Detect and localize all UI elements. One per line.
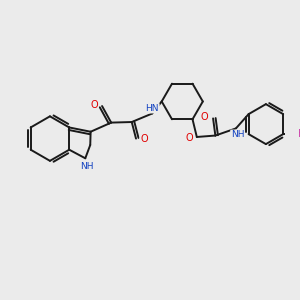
Text: NH: NH <box>231 130 244 139</box>
Text: O: O <box>90 100 98 110</box>
Text: HN: HN <box>146 104 159 113</box>
Text: O: O <box>201 112 208 122</box>
Text: O: O <box>140 134 148 144</box>
Text: O: O <box>185 134 193 143</box>
Text: F: F <box>298 129 300 139</box>
Text: NH: NH <box>80 162 94 171</box>
